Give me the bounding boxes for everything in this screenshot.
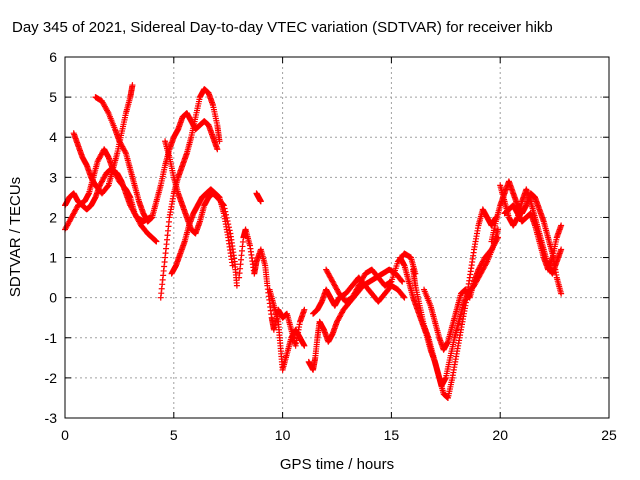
- data-point: [214, 146, 221, 153]
- data-point: [122, 148, 129, 155]
- chart-title: Day 345 of 2021, Sidereal Day-to-day VTE…: [12, 19, 553, 36]
- data-point: [301, 306, 308, 313]
- y-tick-label: 6: [49, 49, 57, 65]
- data-point: [494, 235, 501, 242]
- y-tick-label: -3: [45, 410, 58, 426]
- data-point: [104, 183, 111, 190]
- data-point: [257, 198, 264, 205]
- data-point: [229, 262, 236, 269]
- x-tick-label: 15: [384, 427, 400, 443]
- data-point: [398, 277, 405, 284]
- data-point: [216, 138, 223, 145]
- data-point: [558, 222, 565, 229]
- tick-labels: 0 5 10 15 20 25 -3 -2 -1 0 1 2 3 4 5 6: [45, 49, 617, 443]
- x-tick-label: 5: [170, 427, 178, 443]
- x-tick-label: 20: [492, 427, 508, 443]
- x-tick-label: 10: [275, 427, 291, 443]
- axis-ticks: [64, 56, 610, 419]
- y-tick-label: 5: [49, 89, 57, 105]
- y-tick-label: 4: [49, 129, 57, 145]
- data-point: [495, 234, 502, 241]
- data-point: [558, 246, 565, 253]
- y-tick-label: -2: [45, 370, 58, 386]
- y-tick-label: -1: [45, 330, 58, 346]
- data-point: [104, 108, 111, 115]
- data-point: [401, 294, 408, 301]
- grid: [65, 57, 609, 418]
- data-points: [62, 82, 565, 401]
- data-point: [153, 238, 160, 245]
- y-tick-label: 0: [49, 290, 57, 306]
- y-tick-label: 3: [49, 169, 57, 185]
- plot-frame: [64, 56, 610, 419]
- x-axis-label: GPS time / hours: [280, 456, 394, 473]
- y-tick-label: 2: [49, 209, 57, 225]
- y-tick-label: 1: [49, 250, 57, 266]
- data-point: [558, 290, 565, 297]
- data-point: [129, 82, 136, 89]
- x-tick-label: 0: [61, 427, 69, 443]
- y-axis-label: SDTVAR / TECUs: [7, 177, 24, 297]
- data-point: [495, 226, 502, 233]
- data-point: [301, 342, 308, 349]
- data-point: [233, 282, 240, 289]
- data-point: [400, 293, 407, 300]
- data-point: [399, 278, 406, 285]
- x-tick-label: 25: [601, 427, 617, 443]
